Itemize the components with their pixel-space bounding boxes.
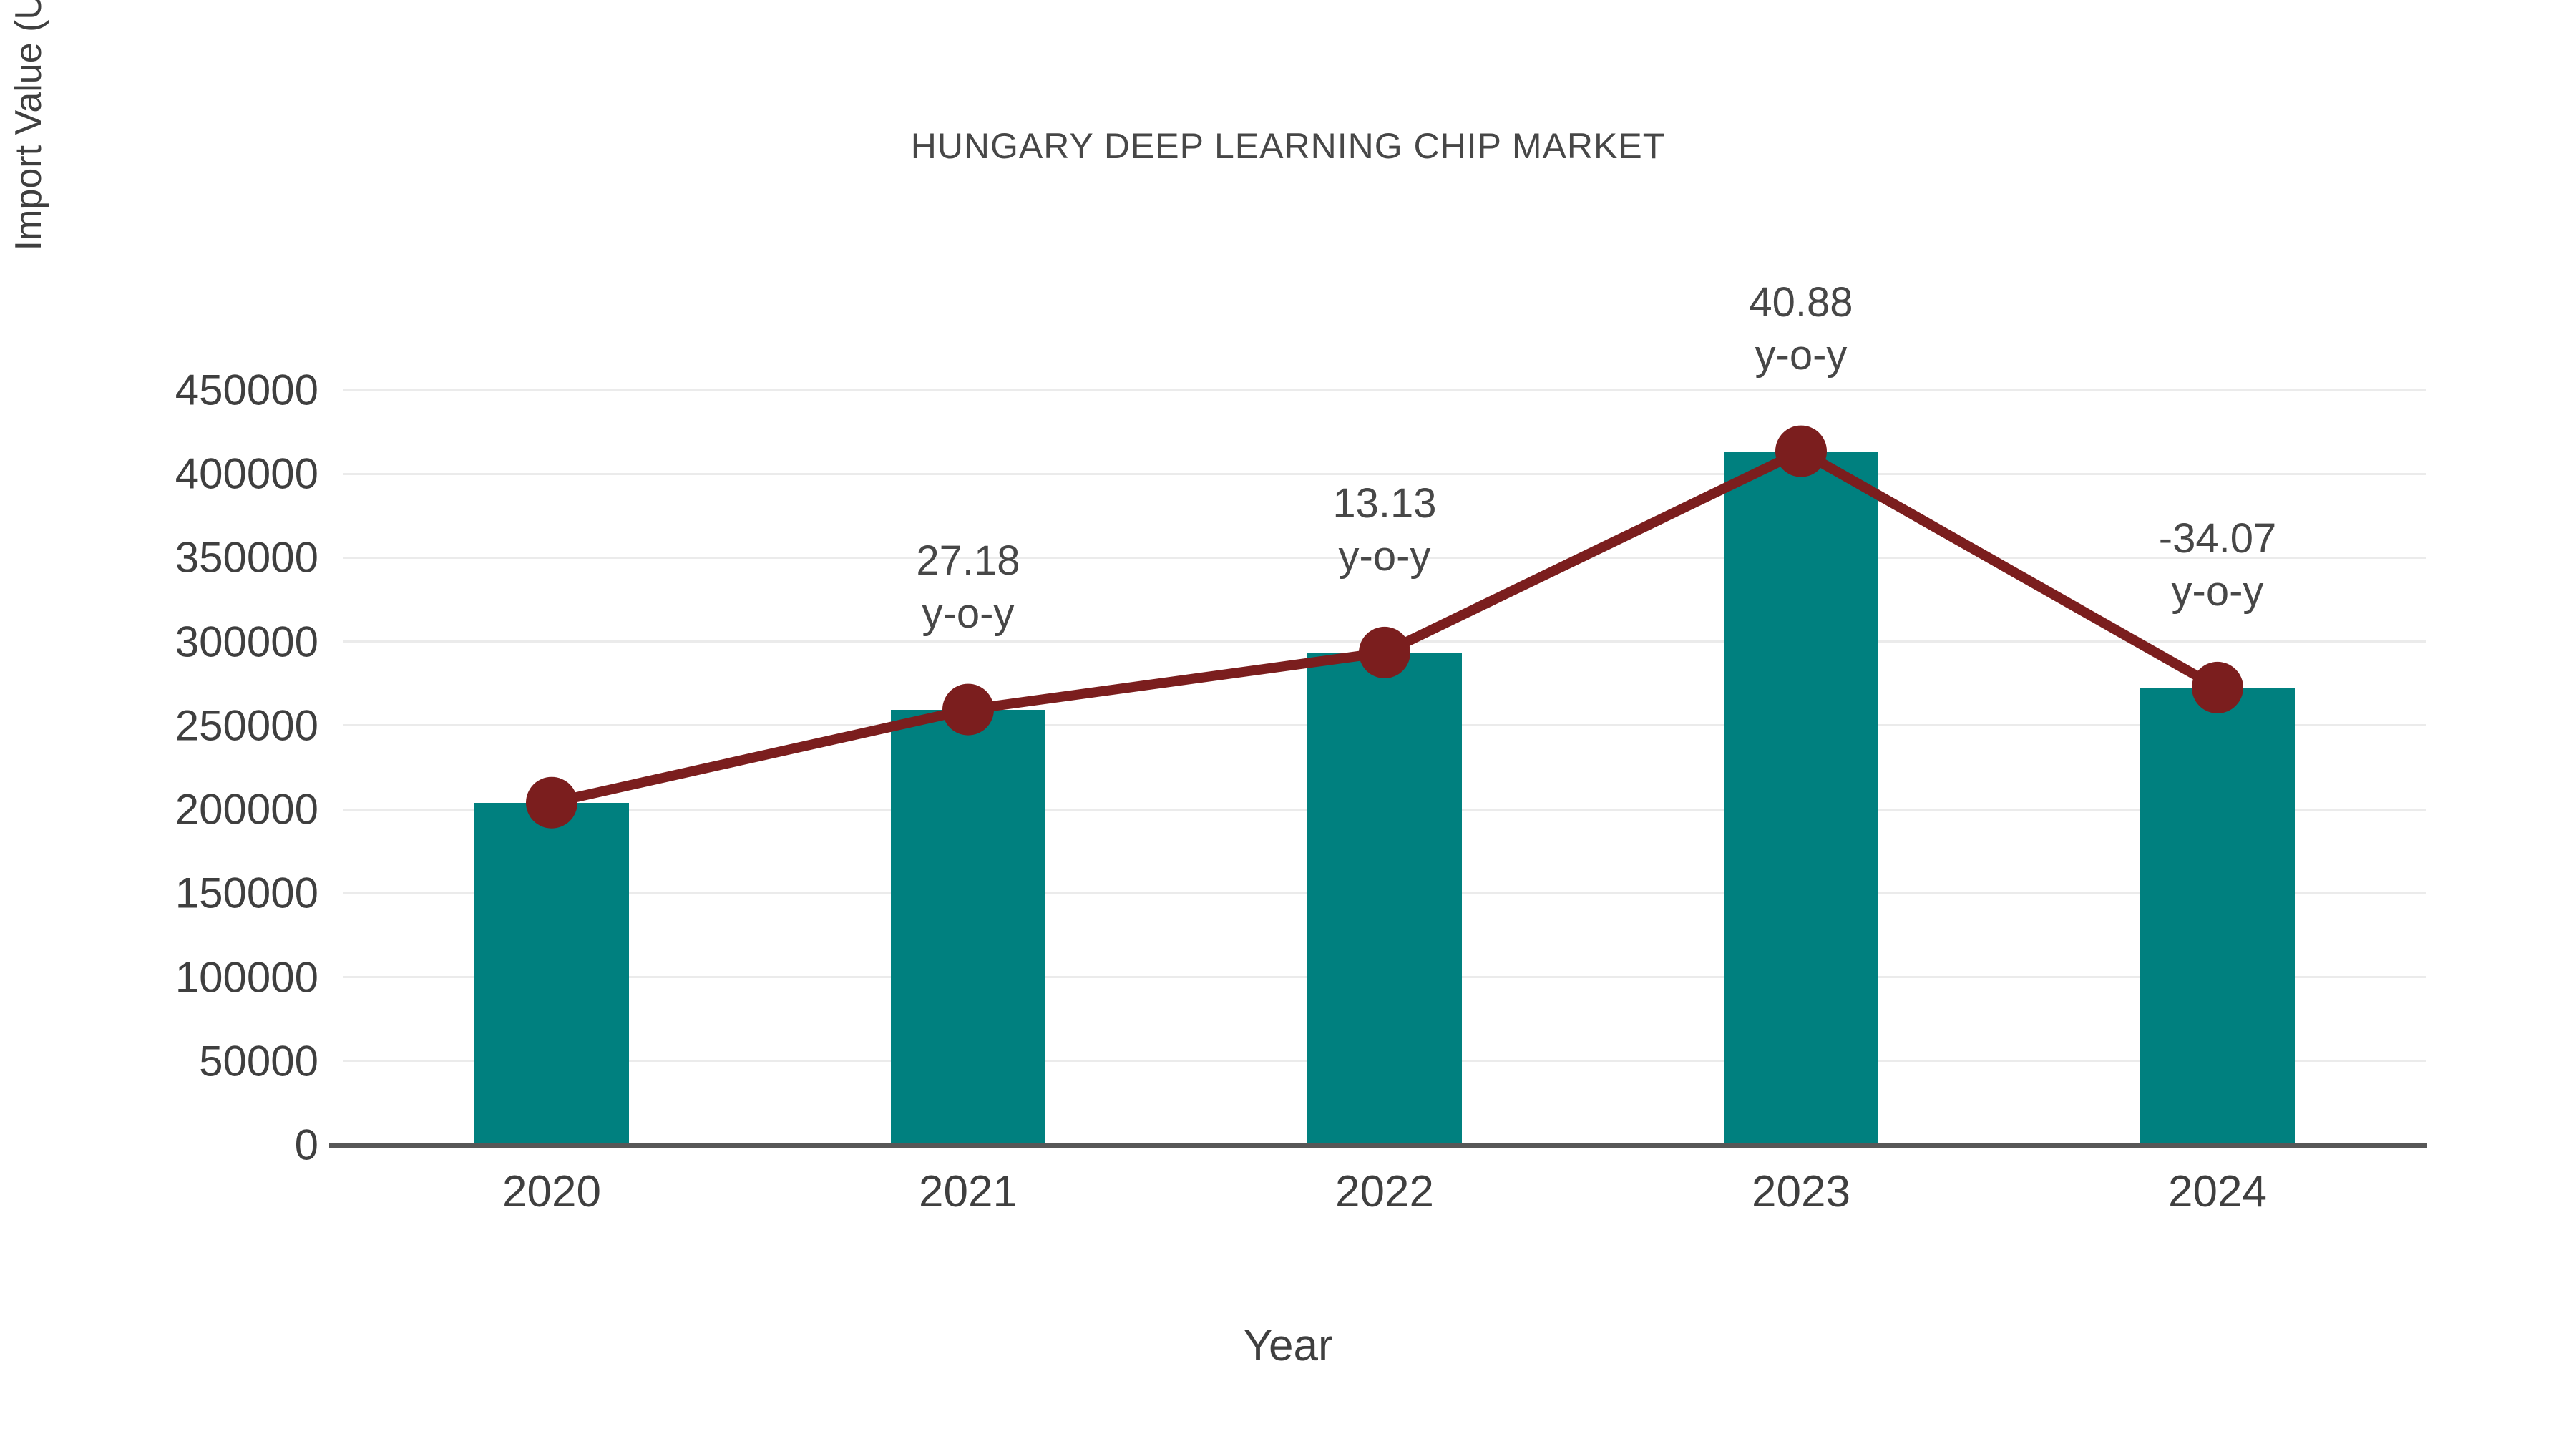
y-axis-tick-label: 450000 bbox=[175, 366, 318, 414]
bar[interactable] bbox=[891, 709, 1045, 1145]
yoy-unit: y-o-y bbox=[2171, 568, 2264, 615]
yoy-unit: y-o-y bbox=[922, 590, 1015, 637]
bar[interactable] bbox=[1307, 652, 1462, 1145]
bar[interactable] bbox=[474, 802, 629, 1145]
yoy-data-label: -34.07 y-o-y bbox=[2031, 512, 2404, 618]
x-axis-tick-label: 2022 bbox=[1335, 1167, 1434, 1216]
chart-title: HUNGARY DEEP LEARNING CHIP MARKET bbox=[910, 126, 1666, 166]
y-axis-tick-label: 400000 bbox=[175, 449, 318, 498]
gridline bbox=[343, 640, 2426, 643]
yoy-data-label: 13.13 y-o-y bbox=[1199, 477, 1571, 583]
x-axis-line bbox=[329, 1143, 2427, 1148]
gridline bbox=[343, 472, 2426, 475]
y-axis-title: Import Value (USD Thousand) bbox=[8, 0, 49, 251]
x-axis-tick-label: 2023 bbox=[1752, 1167, 1850, 1216]
yoy-value: 40.88 bbox=[1749, 278, 1853, 326]
bar[interactable] bbox=[1724, 451, 1878, 1145]
bar[interactable] bbox=[2140, 687, 2295, 1145]
x-axis-tick-label: 2020 bbox=[502, 1167, 601, 1216]
y-axis-tick-label: 100000 bbox=[175, 953, 318, 1002]
y-axis-tick-label: 0 bbox=[294, 1121, 318, 1169]
yoy-data-label: 40.88 y-o-y bbox=[1615, 276, 1987, 382]
yoy-value: 27.18 bbox=[916, 537, 1020, 584]
yoy-unit: y-o-y bbox=[1338, 533, 1431, 580]
y-axis-tick-label: 50000 bbox=[199, 1037, 318, 1085]
yoy-value: -34.07 bbox=[2158, 514, 2277, 562]
x-axis-title: Year bbox=[1243, 1321, 1333, 1370]
y-axis-tick-label: 350000 bbox=[175, 533, 318, 582]
y-axis-tick-label: 200000 bbox=[175, 785, 318, 834]
yoy-value: 13.13 bbox=[1332, 479, 1437, 527]
gridline bbox=[343, 389, 2426, 391]
x-axis-tick-label: 2024 bbox=[2168, 1167, 2267, 1216]
yoy-data-label: 27.18 y-o-y bbox=[782, 535, 1154, 640]
y-axis-tick-label: 300000 bbox=[175, 618, 318, 666]
y-axis-tick-label: 150000 bbox=[175, 869, 318, 917]
yoy-unit: y-o-y bbox=[1755, 331, 1848, 379]
x-axis-tick-label: 2021 bbox=[919, 1167, 1018, 1216]
y-axis-tick-label: 250000 bbox=[175, 701, 318, 750]
